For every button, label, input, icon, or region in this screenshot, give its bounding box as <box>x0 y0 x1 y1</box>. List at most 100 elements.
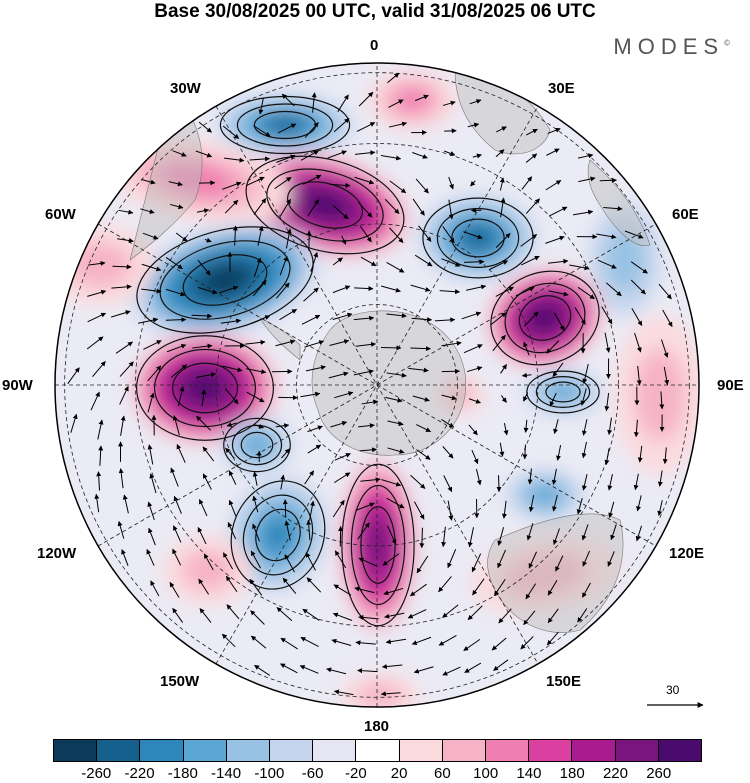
wind-vector <box>554 312 565 331</box>
wind-vector <box>332 312 353 320</box>
wind-vector <box>299 665 319 674</box>
wind-vector <box>380 691 401 697</box>
wind-vector <box>496 126 507 133</box>
wind-vector <box>253 257 262 278</box>
contour-line <box>230 480 326 590</box>
colorbar-segment <box>97 740 141 761</box>
colorbar-segment <box>270 740 314 761</box>
contour-line <box>545 381 581 403</box>
wind-vector <box>386 313 407 319</box>
wind-vector <box>501 500 507 519</box>
wind-vector <box>387 525 397 545</box>
wind-vector <box>327 150 347 159</box>
wind-vector <box>198 578 210 595</box>
wind-vector <box>604 448 610 466</box>
wind-vector <box>412 198 425 216</box>
wind-vector <box>281 448 290 459</box>
wind-vector <box>280 663 298 674</box>
wind-vector <box>146 549 155 566</box>
wind-vector <box>441 419 455 428</box>
wind-vector <box>302 608 320 621</box>
wind-vector <box>442 100 456 106</box>
wind-vector <box>333 689 354 696</box>
wind-vector <box>165 288 186 297</box>
wind-vector <box>468 398 481 404</box>
wind-vector <box>358 557 378 567</box>
anomaly-blob <box>463 227 493 249</box>
wind-vector <box>439 289 461 295</box>
anomaly-blob <box>605 228 645 292</box>
contour-line <box>242 494 314 576</box>
wind-vector <box>166 344 187 353</box>
wind-vector <box>547 127 561 134</box>
wind-vector <box>604 332 611 353</box>
wind-vector <box>581 474 588 491</box>
wind-vector <box>525 583 537 600</box>
wind-vector <box>117 520 125 539</box>
wind-vector <box>500 395 507 403</box>
wind-vector <box>495 233 511 249</box>
wind-vector <box>275 423 290 429</box>
wind-vector <box>467 605 483 621</box>
wind-vector <box>569 264 590 271</box>
wind-vector <box>527 468 533 485</box>
contour-line <box>240 431 274 459</box>
wind-vector <box>258 97 264 115</box>
wind-vector <box>414 254 433 267</box>
anomaly-blob <box>357 682 403 707</box>
label-150e: 150E <box>546 673 582 690</box>
wind-vector <box>582 582 591 598</box>
wind-vector <box>358 423 375 429</box>
wind-vector <box>545 235 565 244</box>
wind-vector <box>496 475 502 492</box>
wind-vector <box>306 577 322 593</box>
label-0: 0 <box>370 37 379 54</box>
wind-vector <box>410 346 431 352</box>
wind-vector <box>525 198 540 214</box>
wind-vector <box>337 94 349 113</box>
wind-vector <box>605 282 622 297</box>
wind-vector <box>521 372 532 378</box>
wind-vector <box>224 199 239 214</box>
wind-vector <box>442 446 454 459</box>
colorbar-tick-label: -260 <box>81 765 112 782</box>
wind-vector <box>148 527 156 546</box>
anomaly-blob <box>161 163 235 197</box>
wind-vector <box>330 182 351 188</box>
wind-vector <box>499 442 505 457</box>
contour-line <box>159 240 291 320</box>
wind-vector <box>551 468 557 485</box>
wind-vector <box>607 474 613 491</box>
wind-vector <box>172 607 184 623</box>
wind-vector <box>141 263 162 272</box>
wind-vector <box>245 176 265 187</box>
contour-line <box>504 282 586 354</box>
brand-name: MODES <box>613 34 725 59</box>
wind-vector <box>463 231 483 240</box>
wind-vector <box>388 121 408 128</box>
wind-vector <box>222 181 242 190</box>
wind-vector <box>172 415 180 436</box>
wind-vector <box>441 526 447 548</box>
anomaly-blob <box>243 433 271 457</box>
wind-vector <box>441 340 462 347</box>
wind-vector <box>555 555 564 572</box>
wind-vector <box>67 367 80 385</box>
wind-vector <box>111 284 132 290</box>
wind-vector <box>411 317 433 323</box>
wind-vector <box>582 550 591 567</box>
wind-vector <box>301 314 321 325</box>
wind-vector <box>147 392 155 413</box>
wind-vector <box>250 635 267 649</box>
wind-vector <box>412 395 430 402</box>
wind-vector <box>304 122 319 138</box>
latitude-circle <box>64 72 690 698</box>
wind-vector <box>408 367 429 373</box>
wind-vector <box>381 479 402 487</box>
wind-vector <box>245 339 266 345</box>
anomaly-blob <box>634 349 686 441</box>
wind-vector <box>172 150 187 157</box>
contour-line <box>172 362 239 414</box>
contour-line <box>266 168 384 242</box>
wind-vector <box>305 365 326 372</box>
